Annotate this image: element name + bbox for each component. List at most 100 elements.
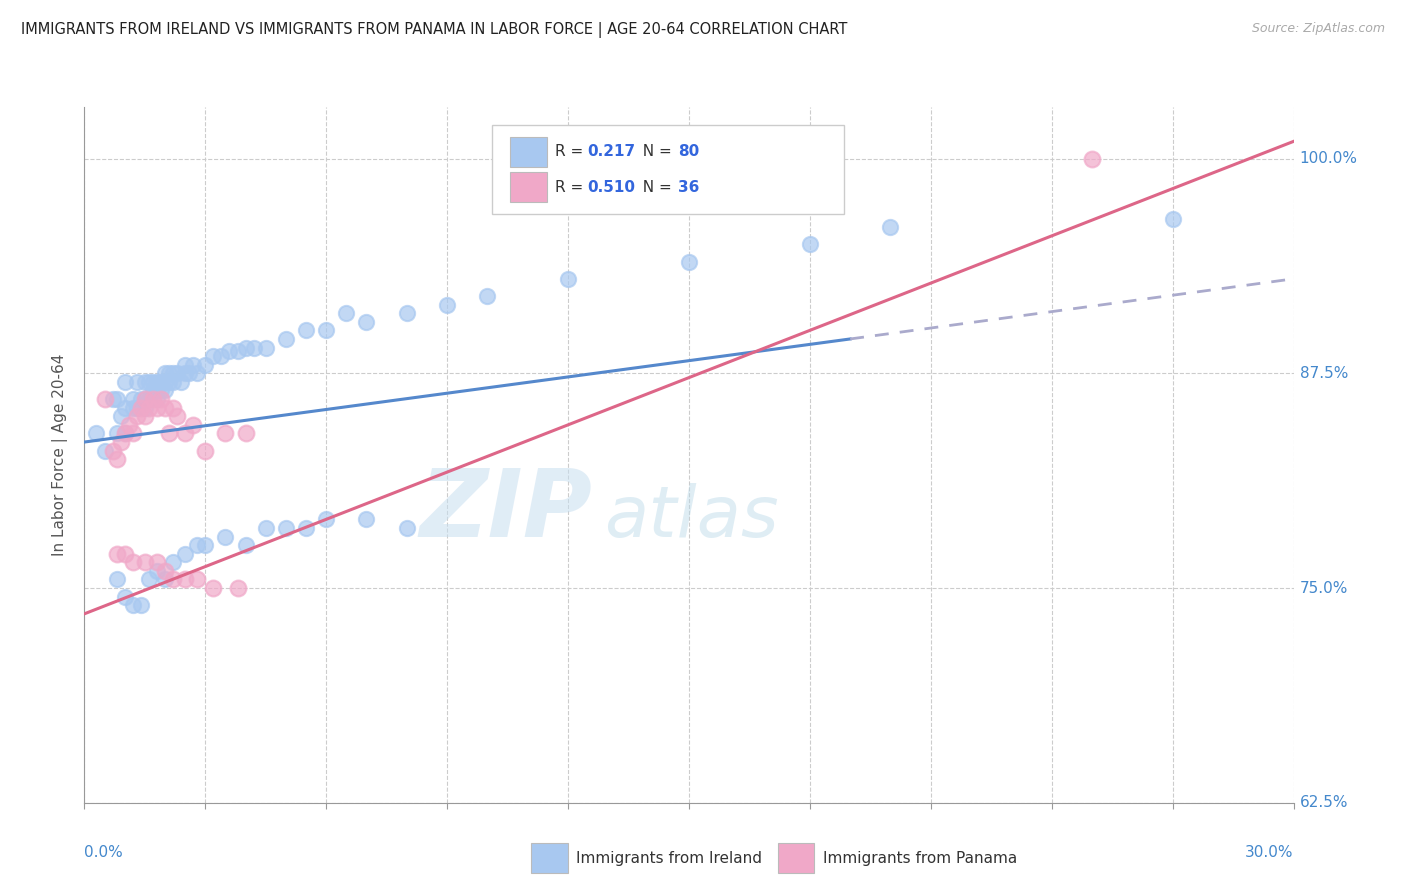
Point xyxy=(93,443,115,458)
Point xyxy=(166,367,188,381)
Point xyxy=(114,401,136,415)
Point xyxy=(194,358,217,372)
Point xyxy=(114,375,136,389)
Point xyxy=(214,426,236,441)
Point xyxy=(295,521,318,535)
Point xyxy=(114,547,136,561)
Point xyxy=(134,375,156,389)
Point xyxy=(129,392,152,406)
Point xyxy=(134,401,156,415)
Point xyxy=(202,581,225,595)
Point xyxy=(162,573,184,587)
Text: 87.5%: 87.5% xyxy=(1299,366,1348,381)
Point xyxy=(226,581,249,595)
Point xyxy=(138,392,160,406)
Point xyxy=(138,573,160,587)
Point xyxy=(162,555,184,569)
Point xyxy=(157,367,180,381)
Point xyxy=(149,375,172,389)
Point xyxy=(194,443,217,458)
Point xyxy=(149,384,172,398)
Point xyxy=(110,435,132,450)
Point xyxy=(356,315,378,329)
Point xyxy=(162,375,184,389)
Point xyxy=(186,367,208,381)
Point xyxy=(129,599,152,613)
Point xyxy=(138,401,160,415)
Point xyxy=(153,367,176,381)
Point xyxy=(125,401,148,415)
Text: R =: R = xyxy=(555,145,589,160)
Point xyxy=(153,573,176,587)
Point xyxy=(174,426,197,441)
Point xyxy=(93,392,115,406)
Point xyxy=(105,547,128,561)
Point xyxy=(146,384,169,398)
Point xyxy=(202,349,225,363)
Text: 0.510: 0.510 xyxy=(588,179,636,194)
Point xyxy=(157,426,180,441)
Y-axis label: In Labor Force | Age 20-64: In Labor Force | Age 20-64 xyxy=(52,354,69,556)
Point xyxy=(477,289,499,303)
Point xyxy=(235,538,257,552)
Point xyxy=(315,512,337,526)
Point xyxy=(121,599,143,613)
Point xyxy=(134,555,156,569)
Point xyxy=(105,452,128,467)
Text: ZIP: ZIP xyxy=(419,465,592,557)
Text: Immigrants from Panama: Immigrants from Panama xyxy=(823,851,1017,865)
Point xyxy=(799,237,821,252)
Point xyxy=(134,409,156,424)
Point xyxy=(395,521,418,535)
Point xyxy=(146,375,169,389)
Point xyxy=(114,590,136,604)
Point xyxy=(315,323,337,337)
Point xyxy=(194,538,217,552)
Point xyxy=(235,426,257,441)
Point xyxy=(125,375,148,389)
Point xyxy=(356,512,378,526)
Point xyxy=(186,538,208,552)
Text: 100.0%: 100.0% xyxy=(1299,151,1358,166)
Text: 80: 80 xyxy=(678,145,699,160)
Point xyxy=(174,367,197,381)
Point xyxy=(557,272,579,286)
Point xyxy=(134,392,156,406)
Point xyxy=(121,392,143,406)
Text: 30.0%: 30.0% xyxy=(1246,845,1294,860)
Point xyxy=(153,375,176,389)
Point xyxy=(214,529,236,543)
Point xyxy=(174,358,197,372)
Point xyxy=(153,564,176,578)
Point xyxy=(153,401,176,415)
Point xyxy=(121,401,143,415)
Point xyxy=(174,573,197,587)
Text: Source: ZipAtlas.com: Source: ZipAtlas.com xyxy=(1251,22,1385,36)
Text: N =: N = xyxy=(633,145,676,160)
Point xyxy=(166,409,188,424)
Point xyxy=(101,392,124,406)
Text: IMMIGRANTS FROM IRELAND VS IMMIGRANTS FROM PANAMA IN LABOR FORCE | AGE 20-64 COR: IMMIGRANTS FROM IRELAND VS IMMIGRANTS FR… xyxy=(21,22,848,38)
Point xyxy=(162,401,184,415)
Point xyxy=(129,401,152,415)
Point xyxy=(254,341,277,355)
Point xyxy=(879,220,901,235)
Point xyxy=(105,392,128,406)
Point xyxy=(149,392,172,406)
Point xyxy=(105,426,128,441)
Text: 0.0%: 0.0% xyxy=(84,845,124,860)
Point xyxy=(181,358,204,372)
Point xyxy=(146,564,169,578)
Point xyxy=(162,367,184,381)
Point xyxy=(678,254,700,268)
Point xyxy=(142,375,165,389)
Point xyxy=(170,375,193,389)
Point xyxy=(186,573,208,587)
Point xyxy=(179,367,201,381)
Point xyxy=(142,392,165,406)
Point xyxy=(110,409,132,424)
Text: 36: 36 xyxy=(678,179,699,194)
Point xyxy=(226,343,249,358)
Point xyxy=(153,384,176,398)
Point xyxy=(254,521,277,535)
